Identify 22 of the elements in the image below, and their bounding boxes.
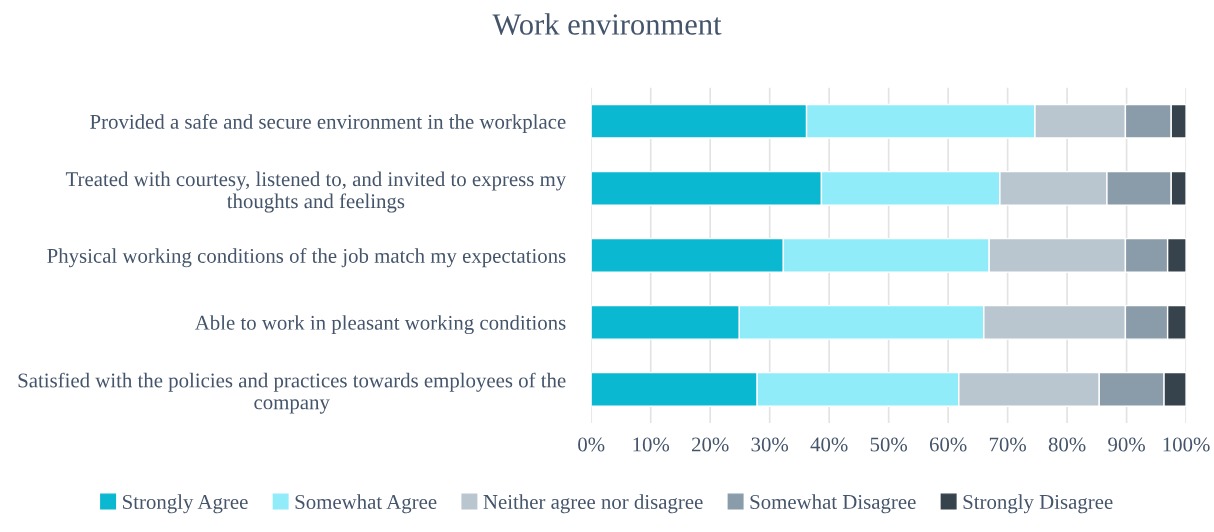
x-tick-label: 30% xyxy=(751,437,789,452)
legend-label: Somewhat Disagree xyxy=(750,494,916,514)
y-tick-label: Physical working conditions of the job match my expectations xyxy=(47,248,566,268)
x-tick-label: 70% xyxy=(989,437,1026,452)
y-tick-label: Satisfied with the policies and practices towards employees of the company xyxy=(18,372,566,414)
legend-label: Neither agree nor disagree xyxy=(483,494,703,514)
x-tick-label: 20% xyxy=(692,437,729,452)
x-tick-label: 90% xyxy=(1108,437,1145,452)
x-tick-label: 40% xyxy=(810,437,848,452)
x-tick-label: 10% xyxy=(633,437,670,452)
legend-label: Strongly Agree xyxy=(123,494,248,514)
y-tick-label: Treated with courtesy, listened to, and invited to express my thoughts and feelings xyxy=(65,171,567,213)
x-tick-label: 60% xyxy=(929,437,967,452)
y-tick-label: Able to work in pleasant working conditions xyxy=(194,315,566,335)
chart-title: Work environment xyxy=(492,13,722,35)
x-tick-label: 50% xyxy=(870,437,908,452)
x-tick-label: 0% xyxy=(578,437,605,452)
legend-label: Somewhat Agree xyxy=(295,494,437,514)
legend-label: Strongly Disagree xyxy=(963,494,1113,514)
x-tick-label: 100% xyxy=(1163,437,1210,452)
x-tick-label: 80% xyxy=(1048,437,1086,452)
y-tick-label: Provided a safe and secure environment in the workplace xyxy=(90,113,566,134)
